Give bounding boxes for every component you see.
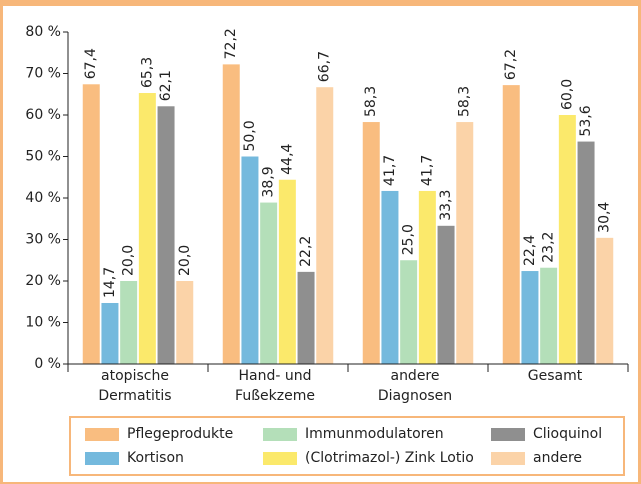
bar — [278, 179, 296, 364]
value-label: 38,9 — [261, 166, 277, 197]
y-tick-label: 80 % — [25, 24, 61, 40]
bar — [362, 122, 380, 365]
value-label: 23,2 — [541, 232, 557, 263]
value-label: 33,3 — [438, 190, 454, 221]
legend-item: (Clotrimazol-) Zink Lotio — [263, 450, 474, 466]
value-label: 20,0 — [177, 245, 193, 276]
x-tick-label: Hand- und Fußekzeme — [235, 368, 315, 404]
legend-swatch — [263, 451, 297, 465]
bar — [157, 106, 175, 364]
bar — [120, 281, 138, 364]
x-tick-label: Gesamt — [527, 368, 583, 384]
value-label: 67,2 — [503, 49, 519, 80]
bar — [521, 271, 539, 364]
y-tick-label: 40 % — [25, 190, 61, 206]
bar — [577, 141, 595, 364]
value-label: 66,7 — [317, 51, 333, 82]
bar — [222, 64, 240, 364]
value-label: 53,6 — [578, 105, 594, 136]
y-tick-label: 10 % — [25, 315, 61, 331]
legend-swatch — [491, 451, 525, 465]
legend-swatch — [85, 451, 119, 465]
value-label: 67,4 — [83, 48, 99, 79]
value-label: 22,4 — [522, 235, 538, 266]
bar — [456, 122, 474, 365]
legend: Pflegeprodukte Kortison Immunmodulatoren (C… — [69, 416, 625, 476]
legend-label: Pflegeprodukte — [127, 426, 234, 442]
bar — [502, 85, 520, 365]
legend-item: Immunmodulatoren — [263, 426, 444, 442]
bar — [596, 237, 614, 364]
bar — [241, 156, 259, 364]
legend-item: andere — [491, 450, 582, 466]
legend-label: (Clotrimazol-) Zink Lotio — [305, 450, 474, 466]
value-label: 44,4 — [279, 143, 295, 174]
x-tick-label: andere Diagnosen — [377, 368, 453, 404]
value-label: 65,3 — [139, 57, 155, 88]
legend-swatch — [491, 427, 525, 441]
value-label: 72,2 — [223, 28, 239, 59]
bar — [82, 84, 100, 364]
value-label: 22,2 — [298, 236, 314, 267]
legend-swatch — [263, 427, 297, 441]
y-tick-label: 70 % — [25, 66, 61, 82]
bar — [101, 302, 119, 364]
value-label: 60,0 — [559, 79, 575, 110]
legend-label: andere — [533, 450, 583, 466]
bar — [558, 115, 576, 364]
y-tick-label: 50 % — [25, 149, 61, 165]
value-label: 41,7 — [419, 155, 435, 186]
value-label: 25,0 — [401, 224, 417, 255]
legend-label: Kortison — [127, 450, 184, 466]
bar — [297, 271, 315, 364]
value-label: 62,1 — [158, 70, 174, 101]
value-label: 30,4 — [597, 202, 613, 233]
y-tick-label: 0 % — [34, 356, 61, 372]
legend-label: Immunmodulatoren — [305, 426, 444, 442]
legend-label: Clioquinol — [533, 426, 603, 442]
value-label: 58,3 — [457, 86, 473, 117]
bar — [418, 190, 436, 364]
legend-swatch — [85, 427, 119, 441]
x-tick-label: atopische Dermatitis — [98, 368, 172, 404]
bar — [260, 202, 278, 364]
bar — [316, 87, 334, 364]
bar — [437, 225, 455, 364]
y-tick-label: 20 % — [25, 273, 61, 289]
bar — [138, 93, 156, 364]
bar — [381, 190, 399, 364]
legend-item: Pflegeprodukte — [85, 426, 233, 442]
value-label: 41,7 — [382, 155, 398, 186]
bar — [400, 260, 418, 364]
bar — [176, 281, 194, 364]
y-tick-label: 30 % — [25, 232, 61, 248]
y-tick-label: 60 % — [25, 107, 61, 123]
plot: 0 % 10 % 20 % 30 % 40 % 50 % 60 % 70 % 80 % 67,4 1… — [25, 24, 629, 372]
bar — [540, 267, 558, 364]
legend-item: Clioquinol — [491, 426, 602, 442]
value-label: 50,0 — [242, 120, 258, 151]
legend-item: Kortison — [85, 450, 184, 466]
value-label: 58,3 — [363, 86, 379, 117]
value-label: 14,7 — [102, 267, 118, 298]
value-label: 20,0 — [121, 245, 137, 276]
